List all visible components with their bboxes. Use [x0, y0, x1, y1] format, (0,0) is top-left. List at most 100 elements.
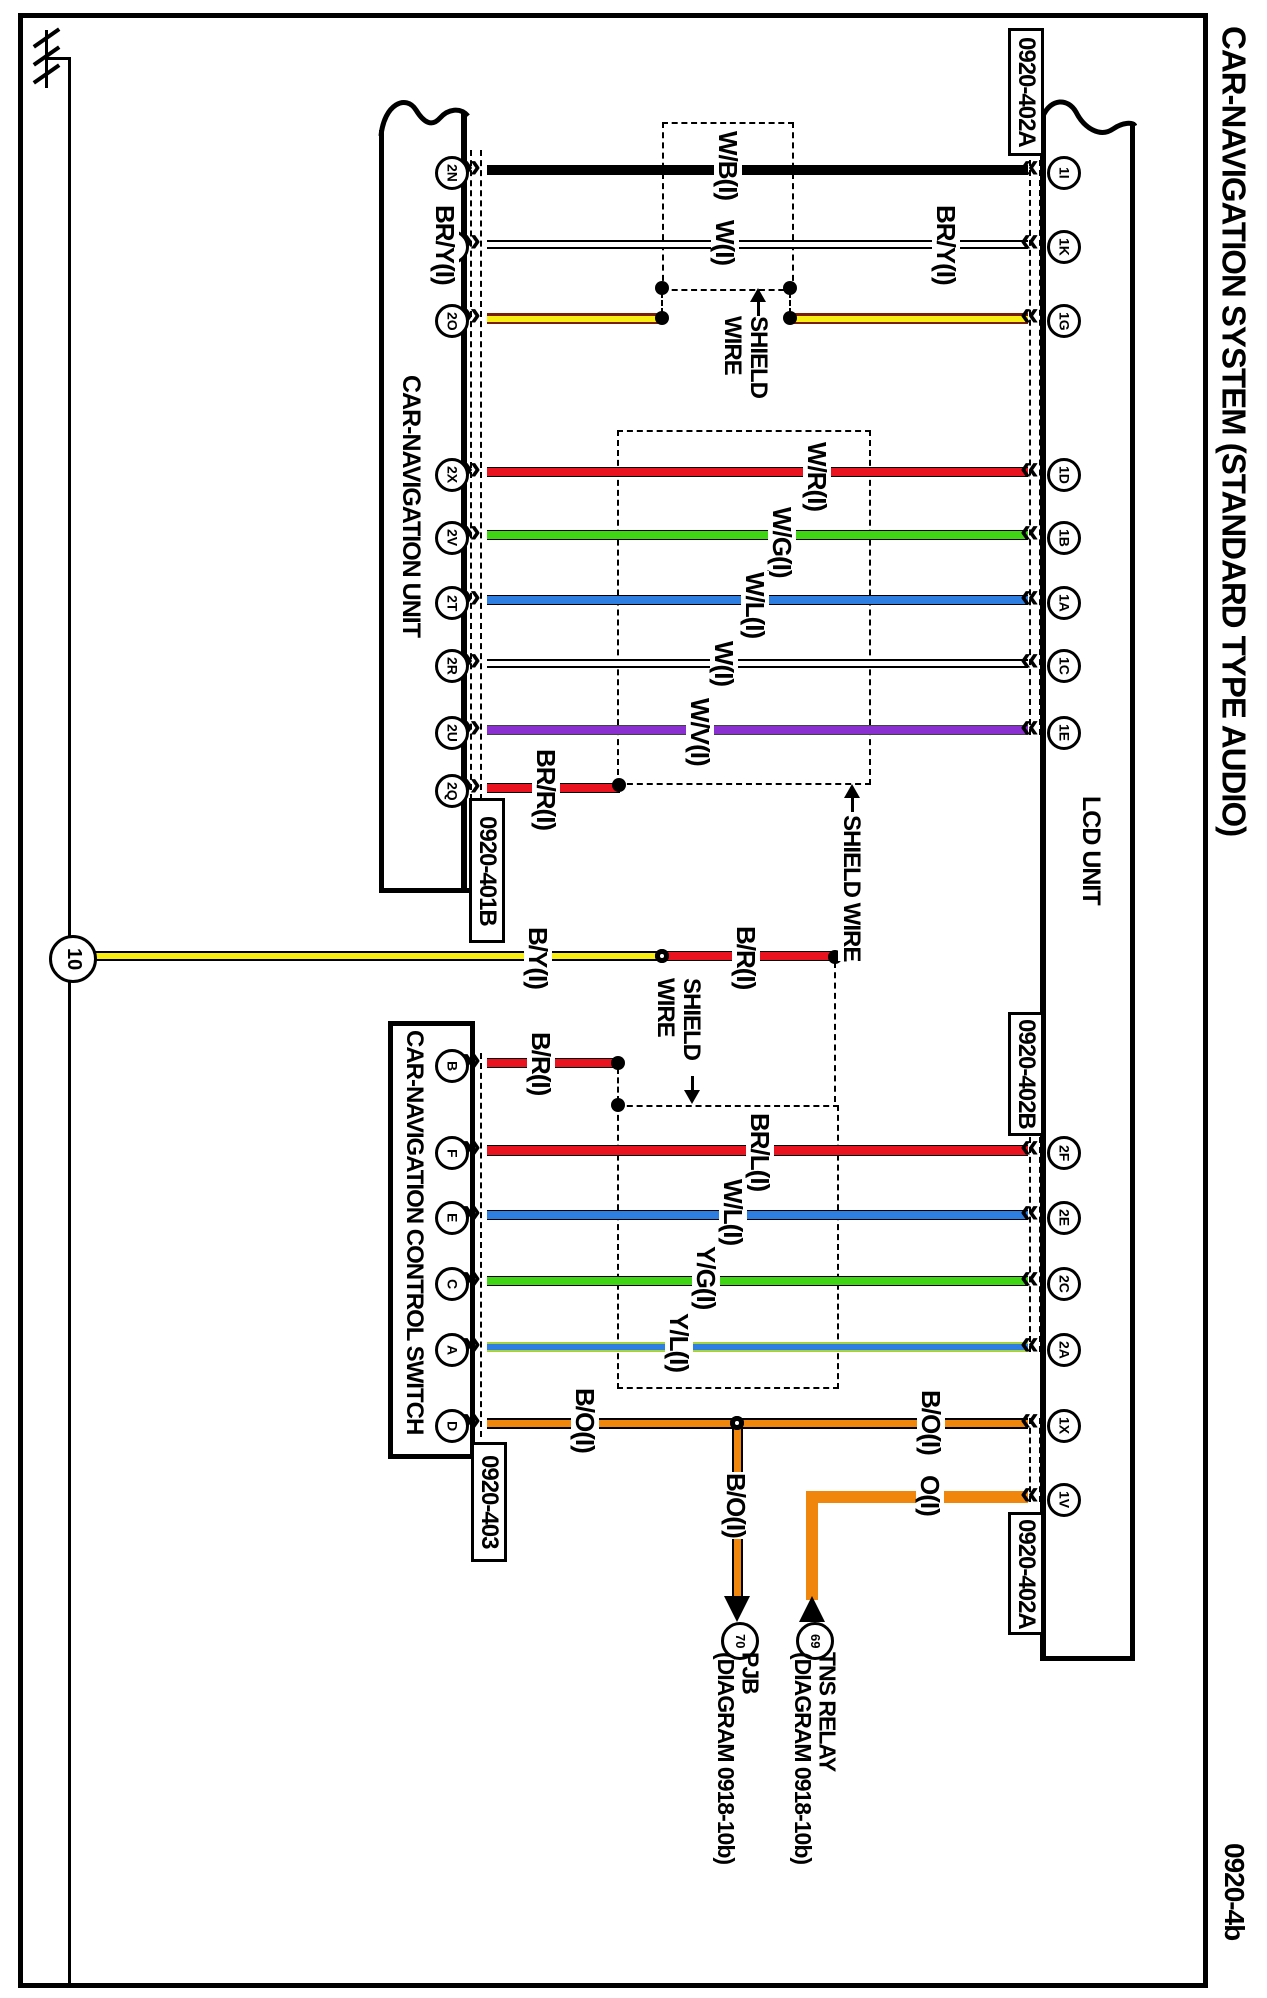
shield-wire-label: SHIELD WIRE: [837, 815, 865, 962]
pin-F-text: F: [444, 1148, 461, 1158]
connector-chevron-icon-text: «: [1020, 221, 1039, 259]
pin-1K: 1K: [1047, 230, 1081, 264]
connector-dashed-line: [1029, 160, 1041, 735]
wire-label: BR/L(I): [745, 1112, 776, 1193]
connector-dashed-line: [1029, 1418, 1041, 1502]
wire-y-g: [487, 1276, 1028, 1286]
wire-label-text: BR/Y(I): [931, 205, 962, 285]
shield-arrow-up-icon: [844, 784, 860, 798]
connector-chevron-icon-text: «: [1020, 449, 1039, 487]
wire-label-text: B/O(I): [721, 1473, 752, 1538]
connector-dashed-line: [470, 1053, 482, 1437]
connector-chevron-icon: «: [1020, 579, 1039, 613]
wire-w-v: [487, 725, 1028, 735]
wire-label: O(I): [915, 1474, 946, 1517]
connector-chevron-icon-text: «: [1020, 707, 1039, 745]
junction-dot: [611, 1056, 625, 1070]
wire-label: W/G(I): [767, 506, 798, 579]
pin-F: F: [435, 1136, 469, 1170]
connector-chevron-icon-text: «: [1020, 512, 1039, 550]
wire-label: BR/R(I): [531, 748, 562, 832]
wire-label-text: B/R(I): [731, 926, 762, 990]
connector-chevron-icon: «: [1020, 1260, 1039, 1294]
connector-chevron-icon: «: [1020, 1194, 1039, 1228]
connector-chevron-icon-text: «: [1020, 1258, 1039, 1296]
junction-dot: [783, 281, 797, 295]
connector-dashed-line: [1029, 1137, 1041, 1352]
wire-br-y: [793, 312, 1028, 324]
wire-label: W/L(I): [718, 1178, 748, 1247]
pin-2R: 2R: [435, 649, 469, 683]
pin-2F-text: 2F: [1056, 1144, 1073, 1162]
continuation-rail: [68, 57, 71, 1983]
nav-unit-label: CAR-NAVIGATION UNIT: [397, 375, 425, 637]
shield-wire-label: SHIELD WIRE: [651, 978, 705, 1061]
wire-label: B/Y(I): [523, 926, 553, 990]
wire-label-text: W(I): [710, 220, 741, 266]
connector-chevron-icon: «: [1020, 451, 1039, 485]
pin-E: E: [435, 1201, 469, 1235]
connector-chevron-icon-text: «: [1020, 1474, 1039, 1512]
wire-label-text: W(I): [709, 641, 740, 687]
lcd-torn-edge: [1041, 99, 1137, 135]
pin-1I-text: 1I: [1056, 167, 1073, 179]
lcd-bottom-edge: [1040, 1656, 1135, 1661]
wire-w-l: [487, 1210, 1028, 1220]
connector-label-0920-402b: 0920-402B: [1008, 1012, 1044, 1136]
wire-label: B/O(I): [570, 1387, 601, 1454]
destination-note: TNS RELAY (DIAGRAM 0918-10b): [789, 1652, 841, 1865]
shield-wire-label-text: SHIELD WIRE: [837, 815, 865, 962]
wire-arrow-down-icon: [724, 1596, 750, 1622]
connector-chevron-icon-text: «: [1020, 1324, 1039, 1362]
wire-o-branch: [806, 1491, 818, 1600]
shield-wire-label-text: SHIELD WIRE: [651, 978, 705, 1061]
wire-label-text: BR/L(I): [745, 1113, 776, 1192]
page-border: [18, 13, 1208, 1988]
connector-chevron-icon: «: [1020, 709, 1039, 743]
wire-label-text: BR/R(I): [531, 749, 562, 831]
wire-label: W/B(I): [713, 130, 743, 202]
control-switch-box: [388, 1021, 475, 1459]
connector-label-0920-402a: 0920-402A: [1008, 1512, 1044, 1635]
pin-1D-text: 1D: [1056, 466, 1073, 484]
pin-2U: 2U: [435, 716, 469, 750]
pin-1A-text: 1A: [1056, 594, 1073, 612]
shield-wire-box: [617, 1105, 839, 1389]
connector-chevron-icon: «: [1020, 1402, 1039, 1436]
rail-jog: [46, 57, 70, 60]
wire-label: B/R(I): [731, 925, 762, 991]
page-title: CAR-NAVIGATION SYSTEM (STANDARD TYPE AUD…: [1215, 26, 1253, 837]
wire-label-text: BR/Y(I): [430, 205, 461, 285]
wire-label-text: W/G(I): [767, 507, 798, 578]
pin-2T: 2T: [435, 586, 469, 620]
destination-note-text: TNS RELAY (DIAGRAM 0918-10b): [789, 1652, 841, 1865]
ref-circle-10-text: 10: [62, 947, 85, 971]
connector-label-0920-403-text: 0920-403: [475, 1455, 503, 1549]
pin-2N-text: 2N: [444, 164, 461, 182]
junction-dot: [611, 1098, 625, 1112]
shield-dashed-drop: [661, 292, 665, 314]
junction-dot: [655, 949, 669, 963]
shield-arrow-up-icon: [750, 288, 766, 302]
connector-label-0920-401b: 0920-401B: [469, 798, 505, 943]
connector-dashed-line: [470, 150, 482, 800]
nav-unit-connector-line: [461, 112, 467, 893]
pin-2C: 2C: [1047, 1267, 1081, 1301]
wire-label-text: Y/G(I): [691, 1246, 722, 1310]
pin-A-text: A: [444, 1344, 461, 1356]
wire-label-text: B/O(I): [570, 1388, 601, 1453]
pin-1X: 1X: [1047, 1409, 1081, 1443]
wire-br-y: [487, 312, 658, 324]
wire-b-o: [487, 1417, 1028, 1429]
connector-chevron-icon: «: [1020, 1326, 1039, 1360]
wire-label-text: O(I): [915, 1475, 946, 1516]
connector-chevron-icon: «: [1020, 1129, 1039, 1163]
pin-1X-text: 1X: [1056, 1417, 1073, 1435]
connector-chevron-icon-text: «: [1020, 640, 1039, 678]
wire-w-r: [487, 467, 1028, 477]
wire-label: W(I): [710, 219, 741, 267]
pin-1D: 1D: [1047, 458, 1081, 492]
connector-chevron-icon: «: [1020, 1476, 1039, 1510]
lcd-connector-line: [1040, 110, 1046, 1660]
pin-2X-text: 2X: [444, 466, 461, 484]
